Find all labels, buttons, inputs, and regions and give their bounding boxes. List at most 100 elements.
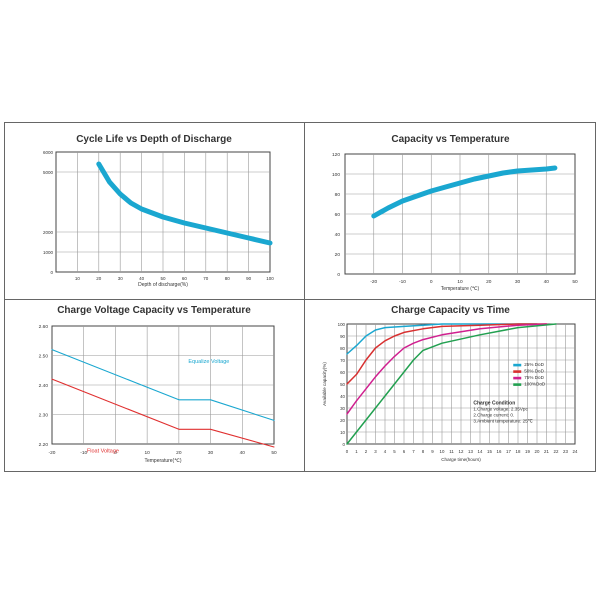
y-tick-label: 20 <box>340 418 345 423</box>
y-tick-label: 0 <box>50 270 53 275</box>
chart-title: Charge Voltage Capacity vs Temperature <box>57 305 251 316</box>
legend-label-1: 25% DoD <box>524 362 544 367</box>
cycle-life-chart: 10 20 30 40 50 60 70 80 90 100 6000 5000 2000 1000 0 De… <box>43 150 274 288</box>
x-tick-label: 8 <box>422 449 425 454</box>
x-axis-label: Depth of discharge(%) <box>138 282 188 288</box>
charge-capacity-time-chart: 0 1 2 3 4 5 6 7 8 9 10 11 12 13 14 15 16 17 18 19 20 21 22 23 24… <box>322 322 578 462</box>
x-tick-label: -10 <box>399 279 406 285</box>
y-tick-label: 40 <box>340 394 345 399</box>
y-tick-label: 2.20 <box>39 442 49 448</box>
legend-swatch-3 <box>513 376 522 380</box>
y-axis-label: Available capacity(%) <box>322 362 327 406</box>
y-tick-label: 2.50 <box>39 354 49 360</box>
y-tick-label: 90 <box>340 334 345 339</box>
x-tick-label: 18 <box>516 449 521 454</box>
series-line-1 <box>346 323 538 355</box>
y-tick-label: 2.40 <box>39 383 49 389</box>
x-tick-label: 22 <box>554 449 559 454</box>
charge-voltage-chart: -20 -10 0 10 20 30 40 50 2.20 2.30 2.40 2.50 2.60 Tem… <box>39 324 277 464</box>
x-tick-label: 9 <box>431 449 434 454</box>
y-tick-label: 0 <box>343 442 346 447</box>
x-axis-label: Charge time(hours) <box>441 457 481 462</box>
panel-capacity-temperature: Capacity vs Temperature -20 -10 0 10 20 30 40 5… <box>305 122 596 299</box>
x-tick-label: 0 <box>430 279 433 285</box>
legend-label-2: 50% DoD <box>524 369 544 374</box>
legend-swatch-2 <box>513 370 522 373</box>
panel-charge-capacity-time: Charge Capacity vs Time 0 1 2 3 4 5 6 7 8 9 10 11 12… <box>305 300 596 472</box>
condition-line-3: 3.Ambient temperature: 25℃ <box>473 418 533 423</box>
x-tick-label: 1 <box>355 449 358 454</box>
x-tick-label: 7 <box>412 449 415 454</box>
series-line-3 <box>346 323 548 415</box>
x-tick-label: 3 <box>374 449 377 454</box>
y-tick-label: 100 <box>332 172 340 178</box>
x-tick-label: 23 <box>563 449 568 454</box>
x-tick-label: 11 <box>449 449 454 454</box>
x-tick-label: 30 <box>515 279 521 285</box>
x-tick-label: 90 <box>246 276 252 281</box>
x-tick-label: 2 <box>365 449 368 454</box>
x-tick-label: 30 <box>118 276 124 281</box>
x-tick-label: 20 <box>176 450 182 456</box>
y-tick-label: 10 <box>340 430 345 435</box>
x-tick-label: 10 <box>75 276 81 281</box>
x-tick-label: 14 <box>478 449 483 454</box>
chart-title: Capacity vs Temperature <box>391 134 510 145</box>
x-tick-label: 15 <box>487 449 492 454</box>
y-tick-label: 120 <box>332 152 340 158</box>
x-tick-label: 10 <box>440 449 445 454</box>
y-tick-label: 2.30 <box>39 413 49 419</box>
legend-label-3: 75% DoD <box>524 375 544 380</box>
series-line-2 <box>51 378 275 448</box>
condition-line-2: 2.Charge current: 0. <box>473 412 514 417</box>
y-tick-label: 20 <box>335 252 341 258</box>
x-tick-label: 21 <box>544 449 549 454</box>
series-line-4 <box>346 323 557 445</box>
y-tick-label: 2.60 <box>39 324 49 330</box>
chart-title: Charge Capacity vs Time <box>391 305 510 316</box>
legend-swatch-4 <box>513 383 522 386</box>
x-tick-label: -20 <box>49 450 56 456</box>
y-tick-label: 1000 <box>43 250 54 255</box>
x-tick-label: 80 <box>225 276 231 281</box>
x-tick-label: 20 <box>486 279 492 285</box>
y-tick-label: 5000 <box>43 170 54 175</box>
y-tick-label: 30 <box>340 406 345 411</box>
x-tick-label: 20 <box>535 449 540 454</box>
chart-frame <box>4 122 596 472</box>
y-tick-label: 50 <box>340 382 345 387</box>
x-tick-label: 12 <box>459 449 464 454</box>
x-tick-label: -20 <box>370 279 377 285</box>
x-tick-label: 4 <box>384 449 387 454</box>
x-tick-label: 0 <box>346 449 349 454</box>
x-tick-label: 50 <box>572 279 578 285</box>
x-tick-label: 50 <box>160 276 166 281</box>
y-tick-label: 80 <box>340 346 345 351</box>
x-tick-label: 24 <box>573 449 578 454</box>
y-tick-label: 80 <box>335 192 341 198</box>
x-tick-label: 6 <box>403 449 406 454</box>
x-tick-label: 30 <box>208 450 214 456</box>
x-tick-label: 50 <box>271 450 277 456</box>
panel-divider-horizontal <box>4 299 596 300</box>
x-tick-label: 10 <box>144 450 150 456</box>
x-tick-label: 20 <box>96 276 102 281</box>
x-tick-label: 40 <box>240 450 246 456</box>
y-tick-label: 0 <box>337 272 340 278</box>
panel-divider-vertical <box>304 122 305 472</box>
legend-label-4: 100%DoD <box>524 382 546 387</box>
x-axis-label: Temperature (℃) <box>441 286 480 292</box>
x-tick-label: 0 <box>114 450 117 456</box>
legend-swatch-1 <box>513 363 522 367</box>
x-tick-label: 19 <box>525 449 530 454</box>
capacity-temperature-chart: -20 -10 0 10 20 30 40 50 0 20 40 60 80 100 120 Temperat… <box>332 152 578 292</box>
panel-charge-voltage: Charge Voltage Capacity vs Temperature -… <box>4 300 304 472</box>
series-line-1 <box>371 165 558 219</box>
condition-line-1: 1.Charge voltage: 2.35Vpc <box>473 406 528 411</box>
y-tick-label: 60 <box>335 212 341 218</box>
x-axis-label: Temperature(℃) <box>144 458 181 464</box>
y-tick-label: 6000 <box>43 150 54 155</box>
series-line-1 <box>51 349 275 421</box>
x-tick-label: 40 <box>139 276 145 281</box>
x-tick-label: 40 <box>544 279 550 285</box>
